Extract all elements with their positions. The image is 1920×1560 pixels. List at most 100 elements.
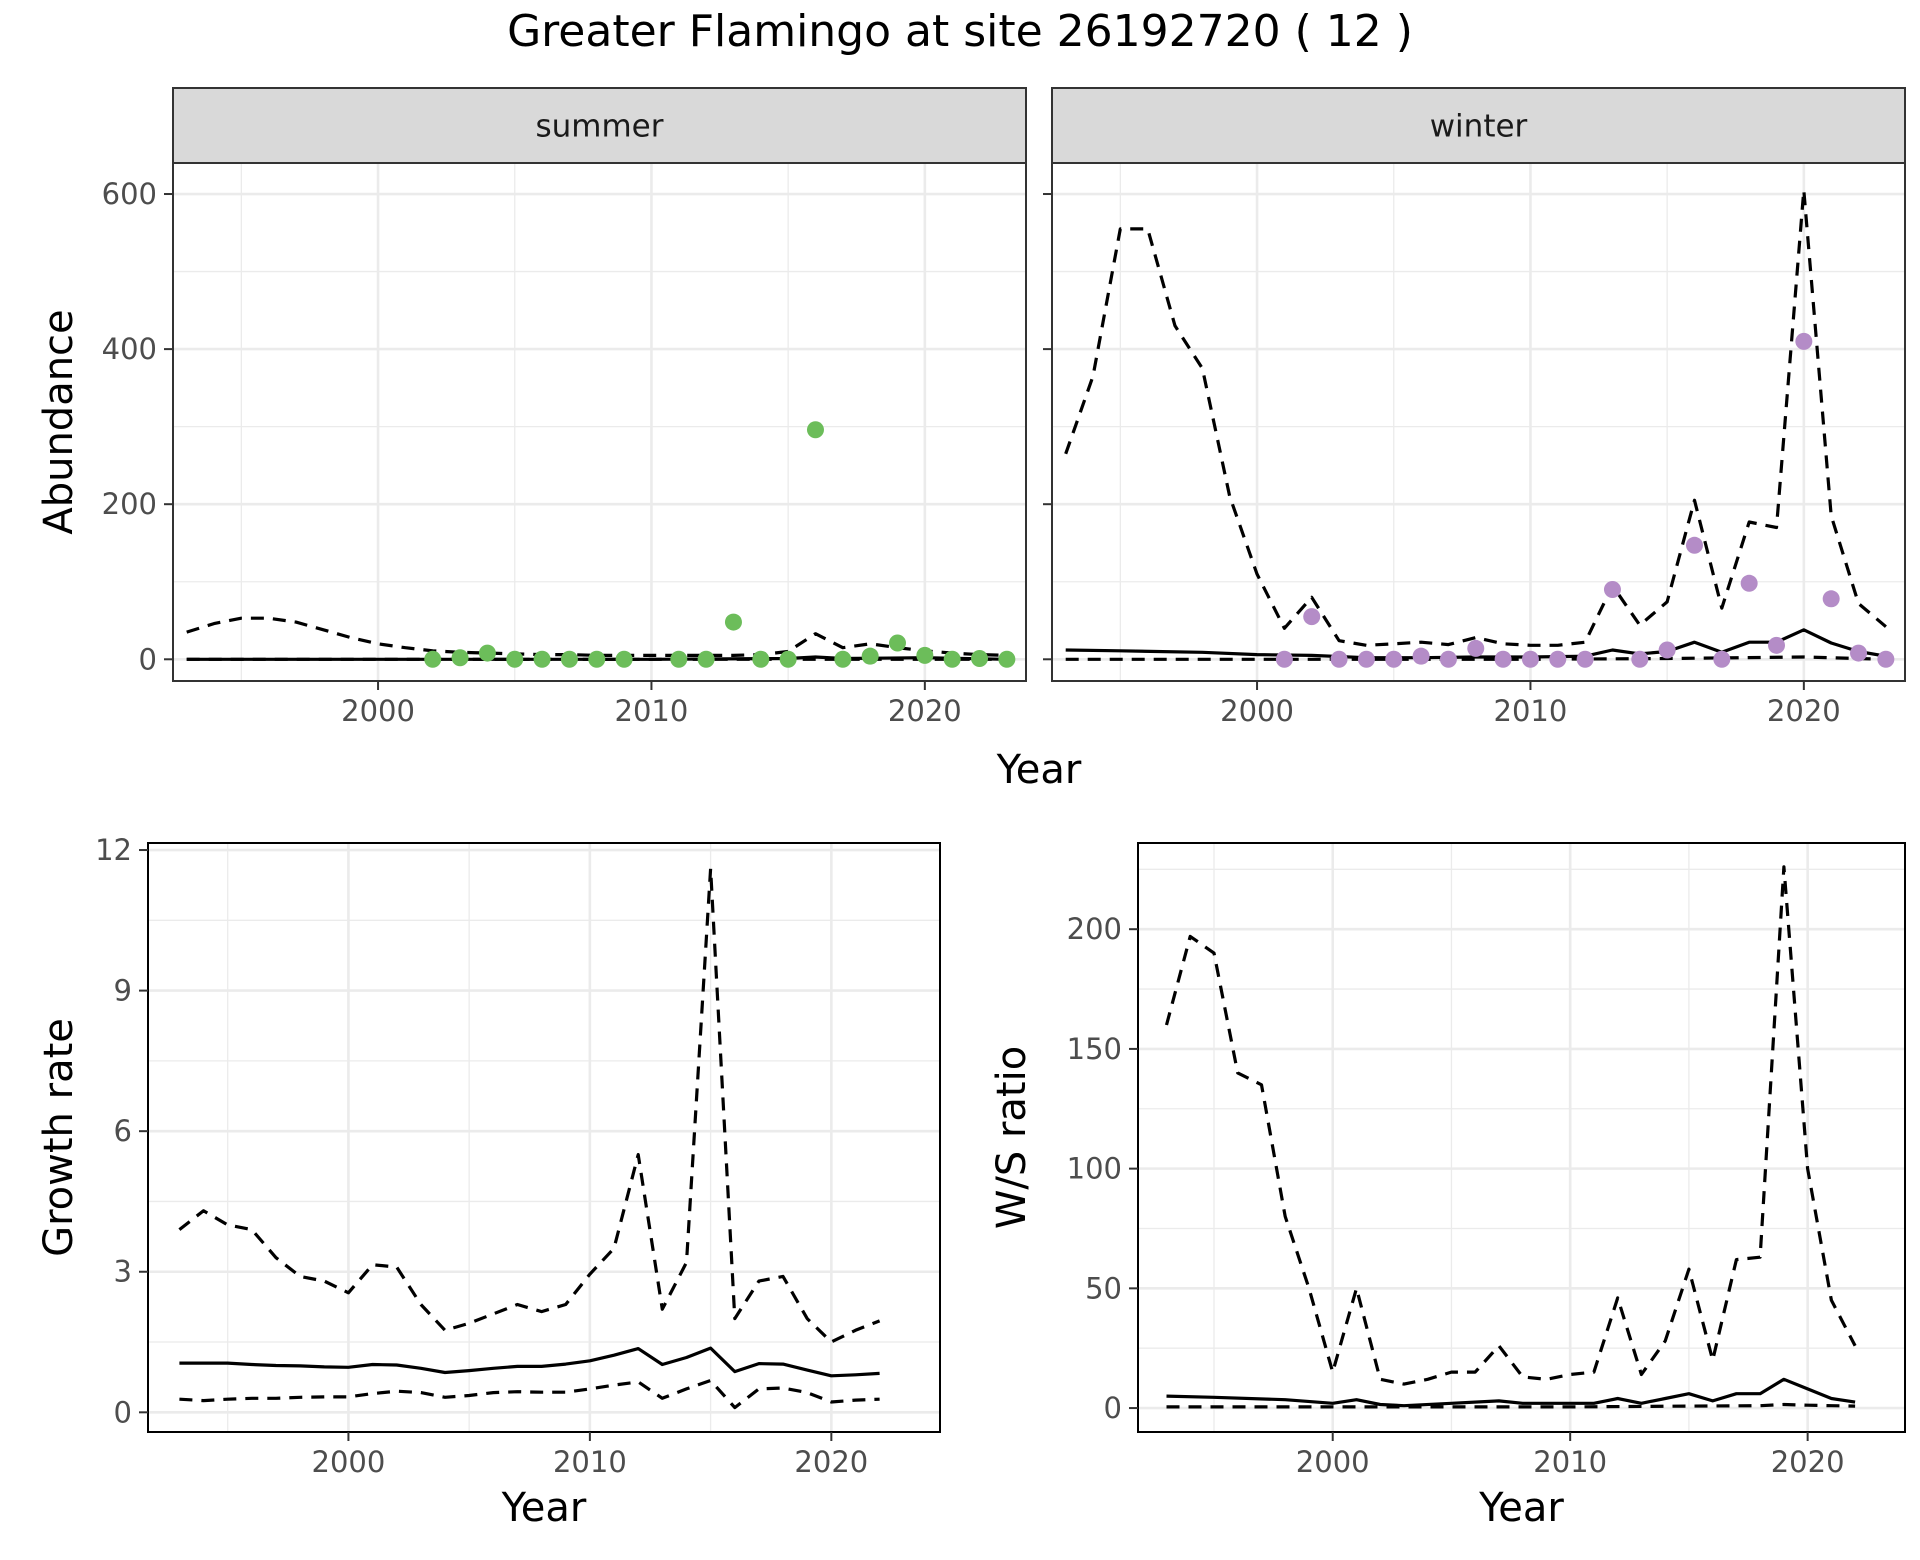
data-point <box>615 650 633 668</box>
x-tick-label: 2020 <box>1771 1445 1845 1479</box>
data-point <box>451 649 469 667</box>
y-tick-label: 9 <box>114 974 132 1008</box>
facet-strip <box>1051 87 1906 164</box>
y-tick-label: 200 <box>1067 912 1122 946</box>
x-axis-label-top: Year <box>996 747 1082 793</box>
panel-border <box>147 842 941 1433</box>
lower-bound-line <box>179 1378 880 1410</box>
x-tick-label: 2010 <box>553 1445 627 1479</box>
data-point <box>1850 644 1868 662</box>
y-tick-label: 400 <box>102 332 157 366</box>
y-tick-label: 150 <box>1067 1032 1122 1066</box>
data-point <box>1631 650 1649 668</box>
y-tick-label: 200 <box>102 487 157 521</box>
x-tick-label: 2000 <box>1220 694 1294 728</box>
x-tick-label: 2020 <box>888 694 962 728</box>
panel-border <box>1051 162 1906 682</box>
x-tick-label: 2020 <box>1767 694 1841 728</box>
x-tick-label: 2000 <box>312 1445 386 1479</box>
facet-strip-label: summer <box>535 109 663 145</box>
data-point <box>1768 636 1786 654</box>
data-point <box>861 647 879 665</box>
panel-winter: winter 2000 2010 2020 <box>1043 87 1906 728</box>
data-point <box>560 650 578 668</box>
y-tick-label: 3 <box>114 1255 132 1289</box>
y-axis-label: Growth rate <box>36 1018 82 1257</box>
y-tick-label: 6 <box>114 1114 132 1148</box>
data-point <box>1357 650 1375 668</box>
data-point <box>1494 650 1512 668</box>
x-tick-label: 2010 <box>615 694 689 728</box>
data-point <box>1685 536 1703 554</box>
data-point <box>779 650 797 668</box>
data-point <box>588 650 606 668</box>
panel-summer: summer 2000 2010 2020 0 200 400 600 Abundance <box>36 87 1027 728</box>
data-point <box>478 644 496 662</box>
data-point <box>1385 650 1403 668</box>
data-point <box>1658 641 1676 659</box>
estimate-line <box>186 655 1007 661</box>
y-axis-label: Abundance <box>36 309 82 534</box>
upper-bound-line <box>186 616 1007 658</box>
data-point <box>916 646 934 664</box>
data-point <box>724 613 742 631</box>
data-point <box>1603 580 1621 598</box>
x-axis-label: Year <box>1478 1485 1564 1531</box>
data-point <box>1521 650 1539 668</box>
x-tick-label: 2000 <box>341 694 415 728</box>
upper-bound-line <box>1064 188 1887 647</box>
estimate-line <box>179 1346 880 1378</box>
facet-strip <box>172 87 1027 164</box>
data-point <box>424 650 442 668</box>
data-point <box>1275 650 1293 668</box>
upper-bound-line <box>178 867 881 1344</box>
x-axis-label: Year <box>501 1485 587 1531</box>
facet-strip-label: winter <box>1430 109 1528 145</box>
data-point <box>998 650 1016 668</box>
data-point <box>697 650 715 668</box>
lower-bound-line <box>1166 1402 1856 1409</box>
panel-ratio: 2000 2010 2020 0 50 100 150 200 W/S ratio Year <box>989 842 1906 1531</box>
data-point <box>670 650 688 668</box>
chart-title: Greater Flamingo at site 26192720 ( 12 ) <box>507 6 1413 57</box>
data-point <box>1713 650 1731 668</box>
data-point <box>971 650 989 668</box>
estimate-line <box>1166 1377 1856 1408</box>
data-point <box>752 650 770 668</box>
data-point <box>1330 650 1348 668</box>
panel-border <box>1137 842 1906 1433</box>
data-point <box>506 650 524 668</box>
data-point <box>1467 639 1485 657</box>
data-point <box>1877 650 1895 668</box>
data-point <box>889 634 907 652</box>
y-tick-label: 12 <box>95 833 132 867</box>
data-point <box>1795 332 1813 350</box>
x-tick-label: 2020 <box>794 1445 868 1479</box>
data-point <box>1822 590 1840 608</box>
x-tick-label: 2010 <box>1533 1445 1607 1479</box>
panel-border <box>172 162 1027 682</box>
y-tick-label: 0 <box>139 642 157 676</box>
y-tick-label: 600 <box>102 177 157 211</box>
y-axis-label: W/S ratio <box>989 1046 1035 1229</box>
data-point <box>834 650 852 668</box>
data-point <box>1439 650 1457 668</box>
data-point <box>1303 608 1321 626</box>
x-tick-label: 2000 <box>1296 1445 1370 1479</box>
estimate-line <box>1065 628 1887 660</box>
upper-bound-line <box>1164 865 1857 1386</box>
data-point <box>533 650 551 668</box>
panel-growth: 2000 2010 2020 0 3 6 9 12 Growth rate Year <box>36 833 941 1531</box>
y-tick-label: 50 <box>1085 1271 1122 1305</box>
y-tick-label: 0 <box>1104 1391 1122 1425</box>
data-point <box>1549 650 1567 668</box>
data-point <box>943 650 961 668</box>
x-tick-label: 2010 <box>1494 694 1568 728</box>
data-point <box>806 421 824 439</box>
data-point <box>1576 650 1594 668</box>
data-point <box>1412 647 1430 665</box>
y-tick-label: 100 <box>1067 1152 1122 1186</box>
y-tick-label: 0 <box>114 1395 132 1429</box>
